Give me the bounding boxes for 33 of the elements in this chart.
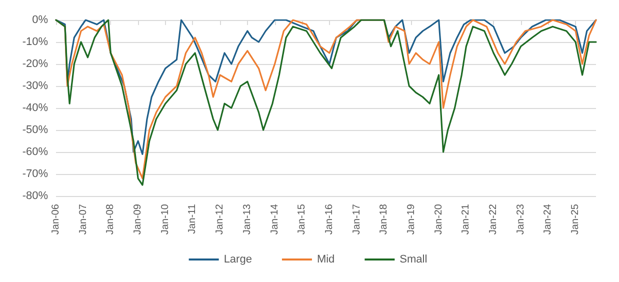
y-tick-label: -80% [22, 190, 48, 202]
x-tick-label: Jan-06 [50, 204, 62, 235]
x-tick-label: Jan-08 [105, 204, 116, 235]
x-tick-label: Jan-09 [132, 204, 144, 235]
x-tick-label: Jan-16 [324, 204, 335, 235]
x-tick-label: Jan-11 [187, 204, 198, 234]
y-tick-label: -70% [22, 168, 48, 180]
x-tick-label: Jan-13 [242, 204, 253, 235]
x-tick-label: Jan-21 [460, 204, 472, 235]
y-tick-label: -20% [22, 58, 48, 70]
legend-label: Large [224, 254, 252, 266]
y-tick-label: -10% [22, 36, 48, 48]
x-tick-label: Jan-19 [406, 204, 417, 235]
x-tick-label: Jan-15 [296, 204, 308, 235]
x-tick-label: Jan-22 [488, 204, 500, 235]
x-tick-label: Jan-17 [351, 204, 362, 235]
legend-label: Mid [316, 254, 335, 266]
line-series [55, 19, 597, 155]
x-tick-label: Jan-10 [160, 204, 171, 235]
x-tick-label: Jan-23 [515, 204, 526, 235]
legend-label: Small [400, 254, 428, 266]
x-tick-label: Jan-07 [78, 204, 89, 235]
y-tick-label: -60% [22, 146, 48, 158]
x-tick-label: Jan-24 [542, 204, 554, 235]
x-tick-label: Jan-14 [269, 204, 280, 235]
y-tick-label: -50% [22, 124, 48, 136]
x-tick-label: Jan-18 [378, 204, 390, 235]
x-tick-label: Jan-12 [214, 204, 226, 235]
y-tick-label: -30% [22, 80, 48, 92]
x-tick-label: Jan-20 [433, 204, 444, 235]
y-tick-label: 0% [32, 14, 48, 26]
y-tick-label: -40% [22, 102, 48, 114]
x-tick-label: Jan-25 [570, 204, 582, 235]
